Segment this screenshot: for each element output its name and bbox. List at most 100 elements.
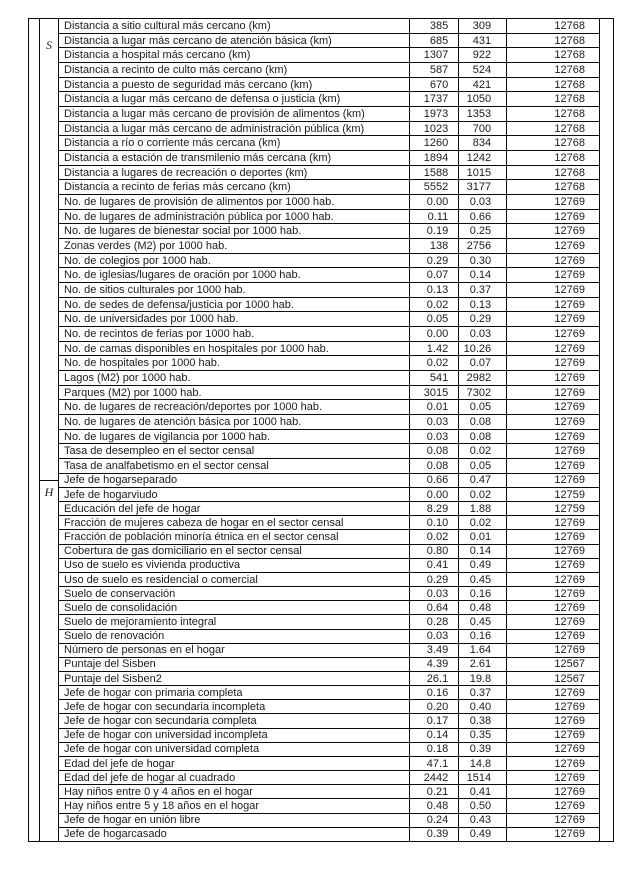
table-row: Distancia a lugar más cercano de adminis… [59,121,599,137]
mean-value: 670 [410,77,460,92]
sd-value: 0.38 [459,714,508,728]
n-observations: 12769 [554,615,585,628]
sd-value: 0.14 [459,544,508,558]
sd-value: 0.37 [459,686,508,700]
mean-value: 3.49 [410,643,460,657]
variable-name: No. de iglesias/lugares de oración por 1… [59,268,411,283]
variable-name: Uso de suelo es residencial o comercial [59,572,411,587]
table-row: Cobertura de gas domiciliario en el sect… [59,544,599,559]
table-row: Hay niños entre 5 y 18 años en el hogar … [59,799,599,814]
mean-value: 0.02 [410,530,460,544]
sd-value: 0.50 [459,799,508,813]
variable-name: No. de universidades por 1000 hab. [59,312,411,327]
mean-value: 0.66 [410,473,460,487]
variable-name: Uso de suelo es vivienda productiva [59,558,411,572]
table-row: Jefe de hogar con secundaria completa 0.… [59,714,599,729]
variable-name: Jefe de hogar con primaria completa [59,686,411,700]
mean-value: 0.02 [410,297,460,312]
n-observations: 12567 [554,658,585,671]
mean-value: 541 [410,371,460,385]
mean-value: 1.42 [410,341,460,356]
n-observations: 12768 [554,34,585,47]
n-observations: 12769 [554,430,585,443]
variable-name: Tasa de analfabetismo en el sector censa… [59,459,411,473]
sd-value: 431 [459,33,508,48]
variable-name: Jefe de hogar con secundaria completa [59,714,411,728]
table-row: Distancia a lugar más cercano de atenció… [59,33,599,49]
sd-value: 0.08 [459,429,508,444]
sd-value: 3177 [459,180,508,195]
variable-name: Número de personas en el hogar [59,643,411,657]
variable-name: Suelo de conservación [59,587,411,601]
mean-value: 0.20 [410,700,460,714]
mean-value: 1894 [410,151,460,165]
variable-name: Zonas verdes (M2) por 1000 hab. [59,239,411,253]
mean-value: 0.29 [410,572,460,587]
variable-name: No. de lugares de recreación/deportes po… [59,400,411,415]
sd-value: 0.29 [459,312,508,327]
n-observations: 12768 [554,122,585,135]
n-observations: 12769 [554,828,585,841]
table-row: Educación del jefe de hogar 8.29 1.88 12… [59,502,599,517]
table-row: Uso de suelo es residencial o comercial … [59,572,599,588]
variable-name: No. de lugares de vigilancia por 1000 ha… [59,429,411,444]
table-row: Fracción de población minoría étnica en … [59,530,599,545]
n-observations: 12769 [554,644,585,657]
table-row: No. de universidades por 1000 hab. 0.05 … [59,312,599,328]
mean-value: 1307 [410,48,460,63]
n-observations: 12769 [554,757,585,770]
table-row: Jefe de hogar con primaria completa 0.16… [59,686,599,701]
mean-value: 0.18 [410,742,460,756]
variable-name: Edad del jefe de hogar [59,756,411,771]
n-observations: 12769 [554,729,585,742]
n-observations: 12769 [554,545,585,558]
sd-value: 309 [459,19,508,33]
table-row: Suelo de conservación 0.03 0.16 12769 [59,587,599,602]
mean-value: 0.02 [410,356,460,371]
sd-value: 922 [459,48,508,63]
table-row: Edad del jefe de hogar al cuadrado 2442 … [59,771,599,786]
variable-name: Jefe de hogar con secundaria incompleta [59,700,411,714]
n-observations: 12769 [554,445,585,458]
table-row: Distancia a puesto de seguridad más cerc… [59,77,599,93]
sd-value: 0.30 [459,253,508,268]
n-observations: 12769 [554,357,585,370]
table-row: No. de hospitales por 1000 hab. 0.02 0.0… [59,356,599,372]
mean-value: 47.1 [410,756,460,771]
table-row: Jefe de hogar con secundaria incompleta … [59,700,599,715]
sd-value: 0.43 [459,813,508,827]
mean-value: 0.19 [410,224,460,239]
variable-name: No. de lugares de bienestar social por 1… [59,224,411,239]
table-row: Tasa de desempleo en el sector censal 0.… [59,444,599,460]
sd-value: 1353 [459,107,508,121]
sd-value: 1015 [459,165,508,180]
mean-value: 0.00 [410,327,460,341]
sd-value: 2982 [459,371,508,385]
table-row: Jefe de hogarseparado 0.66 0.47 12769 [59,473,599,488]
n-observations: 12768 [554,63,585,76]
n-observations: 12769 [554,298,585,311]
variable-name: Educación del jefe de hogar [59,502,411,516]
sd-value: 2756 [459,239,508,253]
variable-name: No. de lugares de administración pública… [59,209,411,224]
table-row: No. de recintos de ferias por 1000 hab. … [59,327,599,342]
mean-value: 2442 [410,771,460,785]
variable-name: Distancia a lugar más cercano de adminis… [59,121,411,136]
n-observations: 12769 [554,587,585,600]
sd-value: 421 [459,77,508,92]
variable-name: Distancia a lugar más cercano de provisi… [59,107,411,121]
table-row: Jefe de hogar con universidad completa 0… [59,742,599,757]
variable-name: Cobertura de gas domiciliario en el sect… [59,544,411,558]
table-row: Suelo de renovación 0.03 0.16 12769 [59,629,599,644]
table-row: No. de lugares de vigilancia por 1000 ha… [59,429,599,445]
sd-value: 0.45 [459,615,508,629]
n-observations: 12768 [554,107,585,120]
sd-value: 0.02 [459,516,508,530]
variable-name: Fracción de mujeres cabeza de hogar en e… [59,516,411,530]
variable-name: Fracción de población minoría étnica en … [59,530,411,544]
variable-name: Puntaje del Sisben2 [59,672,411,686]
variable-name: No. de sitios culturales por 1000 hab. [59,283,411,297]
mean-value: 0.41 [410,558,460,572]
sd-value: 1.88 [459,502,508,516]
mean-value: 0.07 [410,268,460,283]
